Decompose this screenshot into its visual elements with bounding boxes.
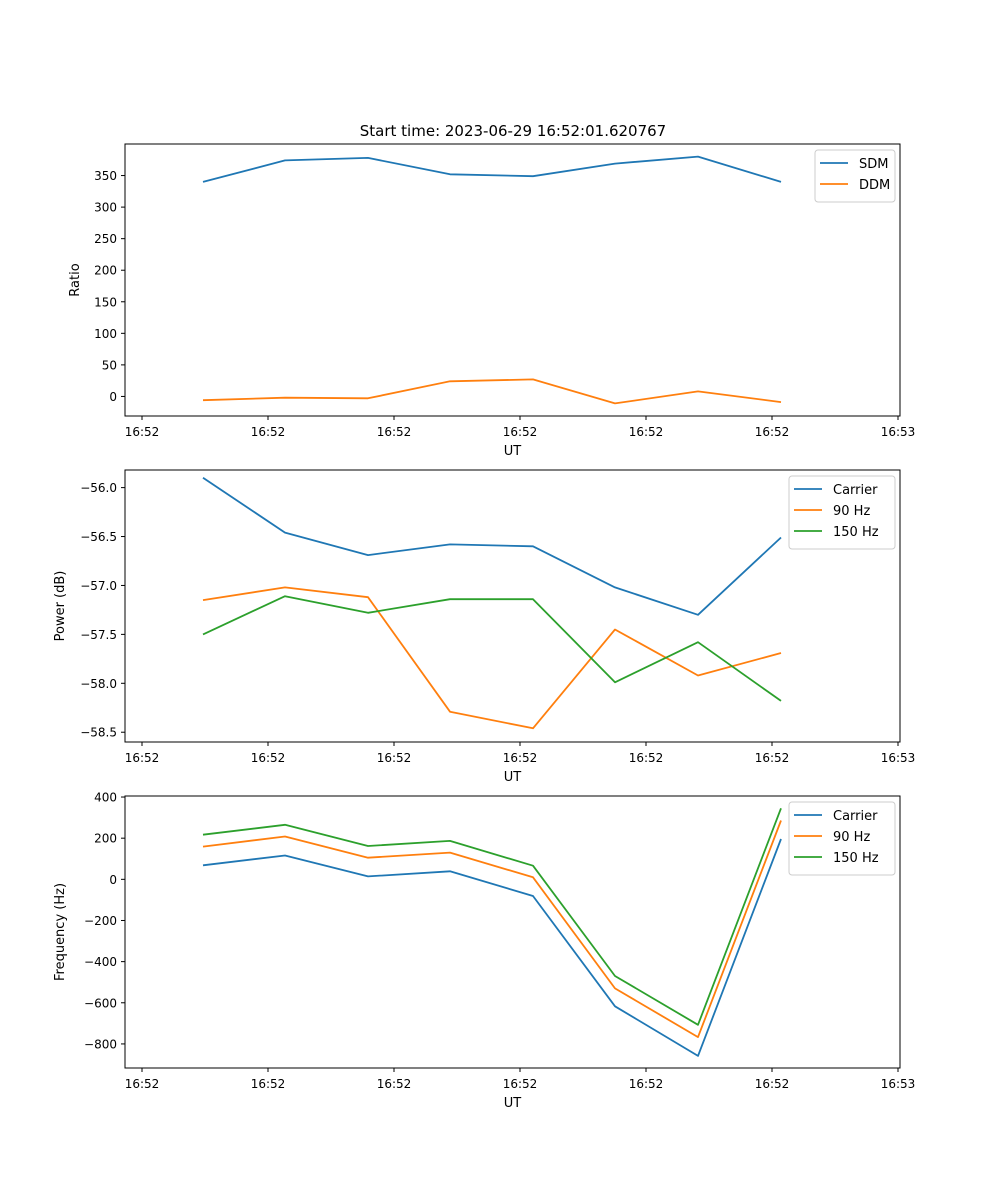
legend: SDM DDM — [814, 149, 896, 203]
y-axis-label: Ratio — [68, 263, 83, 296]
x-tick-label: 16:53 — [881, 1077, 916, 1091]
y-axis-label: Power (dB) — [53, 571, 68, 642]
series-line-sdm — [202, 155, 782, 183]
y-tick-label: −400 — [84, 955, 117, 969]
x-tick-label: 16:52 — [503, 425, 538, 439]
y-tick-label: 400 — [94, 791, 117, 805]
series-line-150-hz — [202, 807, 782, 1026]
legend-label: 150 Hz — [833, 525, 879, 540]
y-tick-label: −200 — [84, 914, 117, 928]
y-tick-label: −800 — [84, 1037, 117, 1051]
y-tick-label: 150 — [94, 295, 117, 309]
series-line-carrier — [202, 477, 782, 616]
panel-1: 16:52 16:52 16:52 16:52 16:52 16:52 16:53 0 50 10… — [68, 143, 916, 459]
x-tick-label: 16:52 — [125, 751, 160, 765]
y-tick-label: 200 — [94, 264, 117, 278]
x-tick-label: 16:53 — [881, 425, 916, 439]
y-tick-label: 350 — [94, 169, 117, 183]
series-line-ddm — [202, 378, 782, 405]
legend-label: Carrier — [833, 483, 878, 498]
y-tick-label: 100 — [94, 327, 117, 341]
legend-label: 150 Hz — [833, 851, 879, 866]
x-axis-label: UT — [504, 444, 522, 459]
y-tick-label: −56.0 — [80, 481, 117, 495]
x-tick-label: 16:52 — [629, 425, 664, 439]
x-tick-label: 16:52 — [377, 751, 412, 765]
x-tick-label: 16:52 — [755, 1077, 790, 1091]
y-tick-label: −57.0 — [80, 579, 117, 593]
series-line-150-hz — [202, 595, 782, 702]
x-tick-label: 16:52 — [125, 1077, 160, 1091]
x-tick-label: 16:52 — [251, 425, 286, 439]
figure-title: Start time: 2023-06-29 16:52:01.620767 — [360, 122, 666, 140]
plot-frame — [124, 795, 901, 1069]
x-tick-label: 16:52 — [377, 425, 412, 439]
x-tick-label: 16:52 — [503, 1077, 538, 1091]
x-axis-label: UT — [504, 770, 522, 785]
panel-3: 16:52 16:52 16:52 16:52 16:52 16:52 16:53 −800 −… — [53, 791, 915, 1111]
panel-2: 16:52 16:52 16:52 16:52 16:52 16:52 16:53 −58.5… — [53, 469, 916, 785]
plot-frame — [124, 469, 901, 743]
y-tick-label: 0 — [109, 390, 117, 404]
series-line-carrier — [202, 838, 782, 1057]
x-tick-label: 16:53 — [881, 751, 916, 765]
y-tick-label: −58.0 — [80, 677, 117, 691]
y-tick-label: 300 — [94, 201, 117, 215]
x-tick-label: 16:52 — [125, 425, 160, 439]
x-tick-label: 16:52 — [377, 1077, 412, 1091]
y-tick-label: 200 — [94, 832, 117, 846]
legend: Carrier 90 Hz 150 Hz — [788, 801, 896, 876]
series-line-90-hz — [202, 586, 782, 730]
x-tick-label: 16:52 — [629, 1077, 664, 1091]
legend-label: DDM — [859, 178, 890, 193]
plot-frame — [124, 143, 901, 417]
series-line-90-hz — [202, 820, 782, 1038]
x-tick-label: 16:52 — [503, 751, 538, 765]
x-tick-label: 16:52 — [251, 1077, 286, 1091]
legend: Carrier 90 Hz 150 Hz — [788, 475, 896, 550]
legend-label: SDM — [859, 157, 888, 172]
y-tick-label: 250 — [94, 232, 117, 246]
y-tick-label: −57.5 — [80, 628, 117, 642]
legend-label: 90 Hz — [833, 504, 870, 519]
x-axis-label: UT — [504, 1096, 522, 1111]
x-tick-label: 16:52 — [629, 751, 664, 765]
x-tick-label: 16:52 — [755, 751, 790, 765]
x-tick-label: 16:52 — [251, 751, 286, 765]
y-tick-label: 50 — [102, 358, 117, 372]
y-tick-label: −600 — [84, 996, 117, 1010]
y-axis-label: Frequency (Hz) — [53, 883, 68, 981]
y-tick-label: 0 — [109, 873, 117, 887]
x-tick-label: 16:52 — [755, 425, 790, 439]
y-tick-label: −58.5 — [80, 726, 117, 740]
legend-label: Carrier — [833, 809, 878, 824]
panels: 16:52 16:52 16:52 16:52 16:52 16:52 16:53 0 50 10… — [53, 143, 916, 1111]
y-tick-label: −56.5 — [80, 530, 117, 544]
legend-label: 90 Hz — [833, 830, 870, 845]
